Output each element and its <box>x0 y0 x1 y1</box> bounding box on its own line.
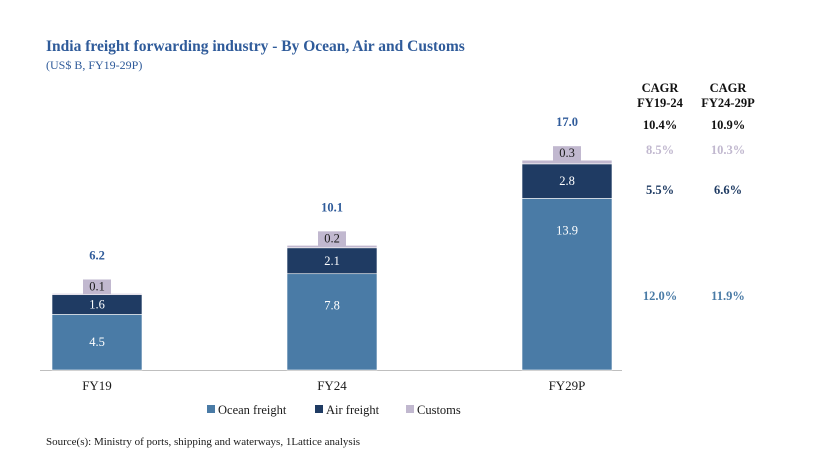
value-label-ocean-freight-fy24: 7.8 <box>324 299 340 313</box>
customs-label-box-fy29p <box>553 146 581 162</box>
value-label-customs-fy29p: 0.3 <box>559 146 575 160</box>
value-label-air-freight-fy24: 2.1 <box>324 254 340 268</box>
customs-label-box-fy24 <box>318 231 346 247</box>
legend-label-ocean-freight: Ocean freight <box>218 403 287 417</box>
bar-ocean-freight-fy24 <box>286 273 378 371</box>
cagr-customs-2: 10.3% <box>711 143 745 157</box>
cagr-customs-1: 8.5% <box>646 143 674 157</box>
bar-ocean-freight-fy19 <box>51 314 143 371</box>
value-label-customs-fy24: 0.2 <box>324 231 340 245</box>
cagr-air-freight-1: 5.5% <box>646 183 674 197</box>
legend-label-air-freight: Air freight <box>326 403 380 417</box>
source-note: Source(s): Ministry of ports, shipping a… <box>46 436 361 448</box>
cagr-header-2-line-2: FY24-29P <box>701 96 755 110</box>
legend-label-customs: Customs <box>417 403 461 417</box>
value-label-ocean-freight-fy29p: 13.9 <box>556 223 578 237</box>
legend-swatch-air-freight <box>315 405 323 413</box>
value-label-air-freight-fy19: 1.6 <box>89 298 105 312</box>
cagr-header-1-line-1: CAGR <box>642 81 680 95</box>
value-label-air-freight-fy29p: 2.8 <box>559 174 575 188</box>
cagr-header-2-line-1: CAGR <box>710 81 748 95</box>
cagr-air-freight-2: 6.6% <box>714 183 742 197</box>
value-label-ocean-freight-fy19: 4.5 <box>89 335 105 349</box>
total-label-fy19: 6.2 <box>89 248 105 262</box>
chart-subtitle: (US$ B, FY19-29P) <box>46 58 143 72</box>
total-label-fy24: 10.1 <box>321 200 343 214</box>
cagr-header-1-line-2: FY19-24 <box>637 96 684 110</box>
cagr-total-1: 10.4% <box>643 118 677 132</box>
bar-ocean-freight-fy29p <box>521 198 613 371</box>
x-tick-label-fy24: FY24 <box>317 378 347 393</box>
x-tick-label-fy29p: FY29P <box>549 378 586 393</box>
customs-label-box-fy19 <box>83 279 111 295</box>
x-tick-label-fy19: FY19 <box>82 378 112 393</box>
legend-swatch-ocean-freight <box>207 405 215 413</box>
chart-title: India freight forwarding industry - By O… <box>46 38 465 55</box>
cagr-ocean-freight-1: 12.0% <box>643 289 677 303</box>
legend-swatch-customs <box>406 405 414 413</box>
bar-air-freight-fy24 <box>286 247 378 275</box>
cagr-ocean-freight-2: 11.9% <box>711 289 745 303</box>
cagr-total-2: 10.9% <box>711 118 745 132</box>
value-label-customs-fy19: 0.1 <box>89 279 105 293</box>
bar-air-freight-fy29p <box>521 163 613 199</box>
total-label-fy29p: 17.0 <box>556 115 578 129</box>
